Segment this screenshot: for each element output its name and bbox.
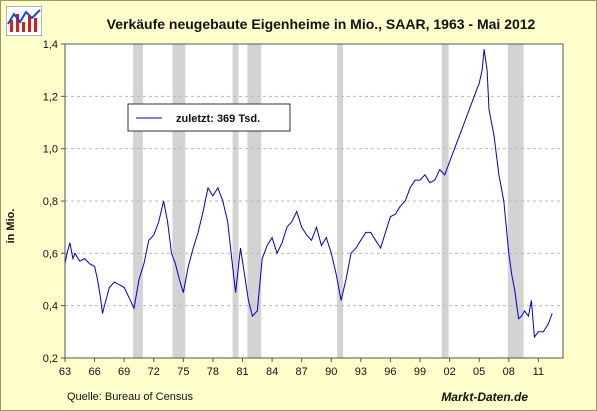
x-tick-label-2: 69 [118, 366, 130, 378]
y-tick-label-3: 0,8 [43, 196, 58, 208]
x-tick-label-9: 90 [325, 366, 337, 378]
recession-band-4 [337, 44, 344, 358]
x-tick-label-0: 63 [59, 366, 71, 378]
y-tick-label-6: 1,4 [43, 39, 58, 51]
brand-label: Markt-Daten.de [441, 390, 528, 404]
x-tick-label-12: 99 [414, 366, 426, 378]
x-tick-label-10: 93 [355, 366, 367, 378]
legend: zuletzt: 369 Tsd. [127, 103, 291, 132]
y-tick-label-2: 0,6 [43, 248, 58, 260]
source-note: Quelle: Bureau of Census [67, 391, 193, 403]
x-tick-label-7: 84 [266, 366, 278, 378]
x-tick-label-6: 81 [236, 366, 248, 378]
y-tick-label-4: 1,0 [43, 144, 58, 156]
x-tick-label-11: 96 [384, 366, 396, 378]
x-tick-label-8: 87 [296, 366, 308, 378]
x-tick-label-5: 78 [207, 366, 219, 378]
series-layer [64, 49, 553, 339]
y-tick-label-0: 0,2 [43, 353, 58, 365]
x-tick-label-16: 11 [533, 366, 544, 378]
x-tick-label-4: 75 [177, 366, 189, 378]
axes: 0,2 0,4 0,6 0,8 1,0 1,2 1,4 63 66 69 72 75 78 81 84 87 9… [43, 39, 564, 378]
x-tick-label-3: 72 [148, 366, 160, 378]
y-tick-label-1: 0,4 [43, 301, 58, 313]
x-tick-label-1: 66 [88, 366, 100, 378]
logo-icon [6, 6, 42, 36]
x-tick-label-13: 02 [443, 366, 455, 378]
y-tick-label-5: 1,2 [43, 91, 58, 103]
legend-label: zuletzt: 369 Tsd. [176, 113, 260, 125]
series-line-0 [64, 49, 553, 339]
x-tick-label-15: 08 [503, 366, 515, 378]
chart-title: Verkäufe neugebaute Eigenheime in Mio., … [106, 16, 536, 32]
grid-lines [65, 95, 563, 307]
x-tick-label-14: 05 [473, 366, 485, 378]
